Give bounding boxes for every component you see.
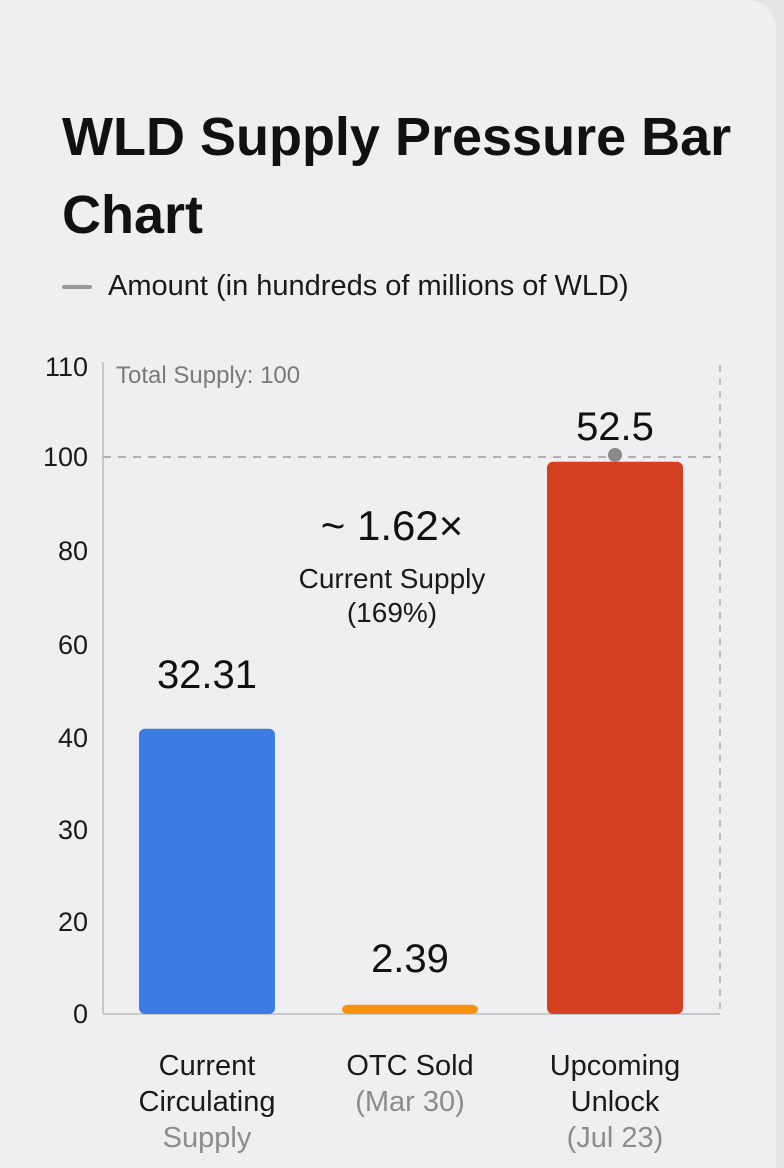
legend-swatch bbox=[62, 284, 92, 289]
bar-2 bbox=[342, 1004, 478, 1014]
y-tick-label: 40 bbox=[58, 723, 88, 753]
x-category-label: Current bbox=[159, 1050, 256, 1082]
y-tick-label: 20 bbox=[58, 907, 88, 937]
value-label: 2.39 bbox=[371, 937, 449, 981]
x-category-label: Unlock bbox=[571, 1086, 660, 1118]
bar-3 bbox=[547, 461, 683, 1014]
x-category-label: (Mar 30) bbox=[355, 1086, 465, 1118]
y-tick-label: 100 bbox=[43, 442, 88, 472]
ratio-annotation: ~ 1.62× bbox=[321, 502, 463, 549]
value-label: 52.5 bbox=[576, 405, 654, 449]
y-tick-label: 80 bbox=[58, 536, 88, 566]
ratio-annotation-line2: (169%) bbox=[347, 597, 437, 628]
reference-line-label: Total Supply: 100 bbox=[116, 362, 300, 389]
y-tick-label: 60 bbox=[58, 630, 88, 660]
x-category-label: OTC Sold bbox=[346, 1050, 473, 1082]
ratio-annotation-line1: Current Supply bbox=[299, 563, 486, 594]
reference-marker bbox=[608, 448, 622, 462]
x-category-label: (Jul 23) bbox=[567, 1122, 664, 1154]
x-category-label: Upcoming bbox=[550, 1050, 681, 1082]
legend: Amount (in hundreds of millions of WLD) bbox=[62, 270, 629, 303]
chart-title: WLD Supply Pressure Bar Chart bbox=[62, 107, 732, 245]
y-tick-label: 0 bbox=[73, 999, 88, 1029]
value-label: 32.31 bbox=[157, 653, 257, 697]
y-tick-label: 30 bbox=[58, 815, 88, 845]
bar-1 bbox=[139, 728, 275, 1014]
y-tick-label: 110 bbox=[45, 352, 88, 382]
legend-label: Amount (in hundreds of millions of WLD) bbox=[108, 270, 629, 302]
x-category-label: Circulating bbox=[139, 1086, 276, 1118]
x-category-label: Supply bbox=[163, 1122, 252, 1154]
